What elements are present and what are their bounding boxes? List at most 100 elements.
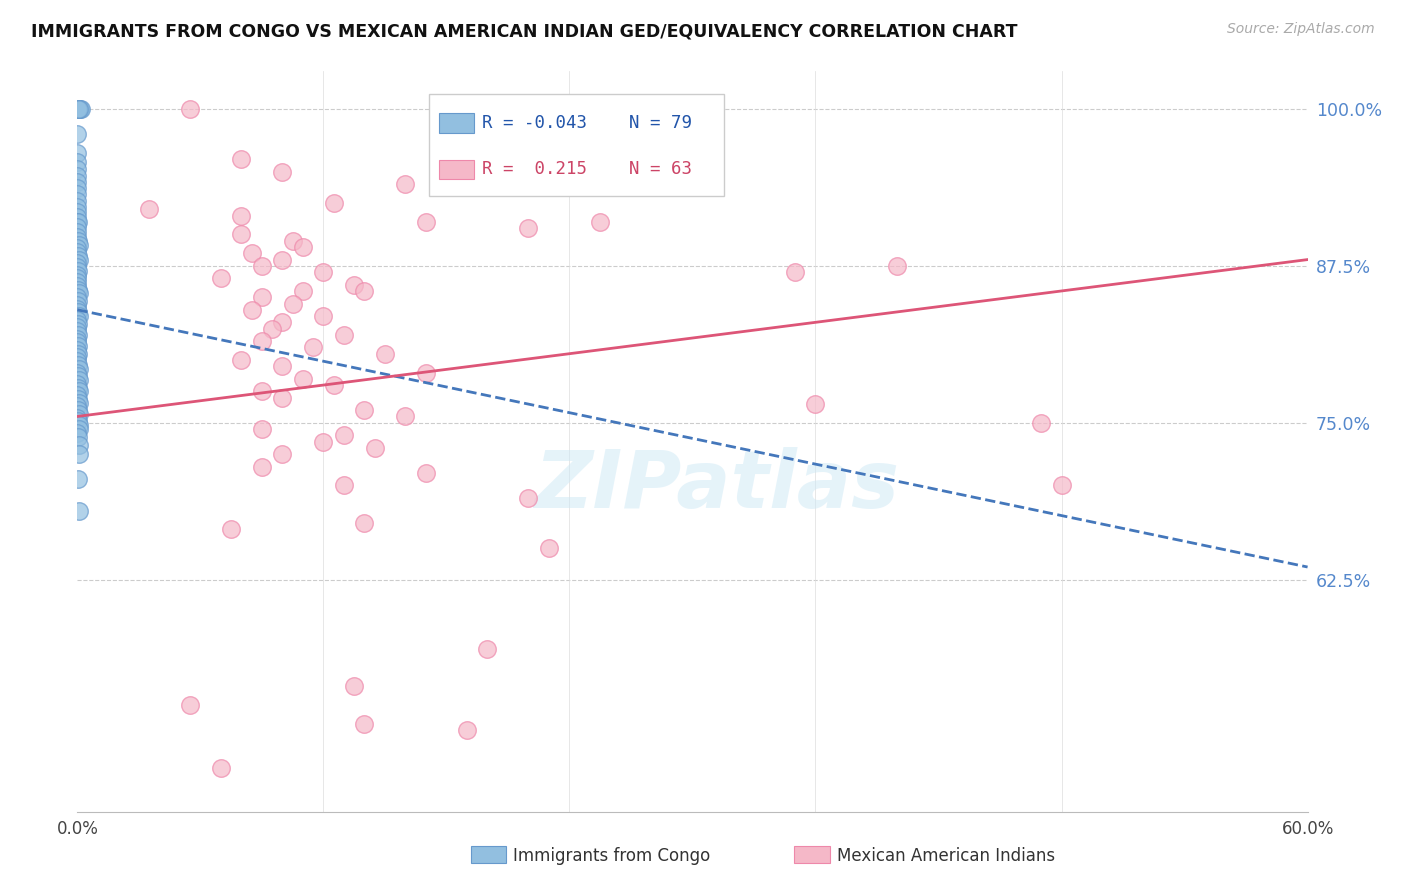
Point — [291, 284, 314, 298]
Point — [312, 434, 335, 449]
Point — [291, 372, 314, 386]
Point — [250, 334, 273, 348]
Text: R =  0.215    N = 63: R = 0.215 N = 63 — [482, 161, 692, 178]
Point — [67, 317, 90, 331]
Point — [312, 309, 335, 323]
Point — [67, 102, 90, 116]
Point — [322, 196, 344, 211]
Point — [66, 187, 89, 202]
Point — [70, 102, 93, 116]
Point — [66, 154, 89, 169]
Point — [179, 698, 201, 712]
Point — [271, 447, 294, 461]
Point — [291, 240, 314, 254]
Point — [66, 127, 89, 141]
Point — [271, 252, 294, 267]
Point — [66, 388, 89, 402]
Point — [67, 418, 90, 433]
Point — [66, 410, 89, 425]
Point — [66, 425, 89, 440]
Point — [415, 366, 437, 380]
Point — [1029, 416, 1052, 430]
Point — [250, 459, 273, 474]
Point — [67, 286, 90, 301]
Point — [67, 414, 90, 428]
Point — [231, 152, 253, 166]
Point — [67, 309, 90, 323]
Point — [333, 478, 356, 492]
Point — [231, 227, 253, 242]
Point — [67, 384, 90, 399]
Point — [66, 301, 89, 316]
Point — [179, 102, 201, 116]
Point — [67, 422, 90, 436]
Point — [394, 409, 416, 424]
Point — [66, 351, 89, 365]
Point — [66, 210, 89, 224]
Point — [67, 102, 90, 116]
Point — [262, 321, 284, 335]
Point — [66, 200, 89, 214]
Point — [343, 679, 366, 693]
Point — [66, 145, 89, 160]
Point — [67, 305, 90, 319]
Point — [67, 392, 90, 406]
Point — [66, 169, 89, 183]
Point — [343, 277, 366, 292]
Point — [67, 252, 90, 267]
Point — [271, 165, 294, 179]
Point — [250, 290, 273, 304]
Point — [66, 354, 89, 368]
Point — [67, 395, 90, 409]
Point — [138, 202, 160, 217]
Point — [66, 162, 89, 177]
Point — [69, 102, 91, 116]
Point — [66, 175, 89, 189]
Point — [66, 205, 89, 219]
Point — [353, 284, 375, 298]
Point — [250, 422, 273, 436]
Point — [1050, 478, 1073, 492]
Point — [66, 279, 89, 293]
Point — [67, 347, 90, 361]
Point — [66, 366, 89, 380]
Point — [333, 327, 356, 342]
Text: R = -0.043    N = 79: R = -0.043 N = 79 — [482, 114, 692, 132]
Point — [66, 376, 89, 391]
Point — [353, 403, 375, 417]
Point — [281, 234, 304, 248]
Point — [804, 397, 827, 411]
Point — [66, 225, 89, 239]
Point — [250, 384, 273, 399]
Point — [67, 447, 90, 461]
Point — [302, 340, 325, 354]
Point — [67, 472, 90, 486]
Point — [66, 320, 89, 334]
Point — [67, 407, 90, 421]
Text: Mexican American Indians: Mexican American Indians — [837, 847, 1054, 865]
Point — [281, 296, 304, 310]
Point — [537, 541, 560, 556]
Point — [517, 491, 540, 505]
Point — [66, 400, 89, 414]
Text: Source: ZipAtlas.com: Source: ZipAtlas.com — [1227, 22, 1375, 37]
Point — [66, 241, 89, 255]
Point — [271, 391, 294, 405]
Point — [240, 302, 263, 317]
Point — [66, 275, 89, 289]
Point — [66, 194, 89, 208]
Point — [66, 335, 89, 350]
Point — [67, 503, 90, 517]
Point — [240, 246, 263, 260]
Point — [271, 315, 294, 329]
Point — [415, 466, 437, 480]
Text: Immigrants from Congo: Immigrants from Congo — [513, 847, 710, 865]
Point — [271, 359, 294, 374]
Point — [66, 181, 89, 195]
Point — [66, 256, 89, 270]
Point — [66, 271, 89, 285]
Point — [209, 761, 232, 775]
Point — [67, 339, 90, 353]
Point — [219, 522, 242, 536]
Point — [353, 516, 375, 530]
